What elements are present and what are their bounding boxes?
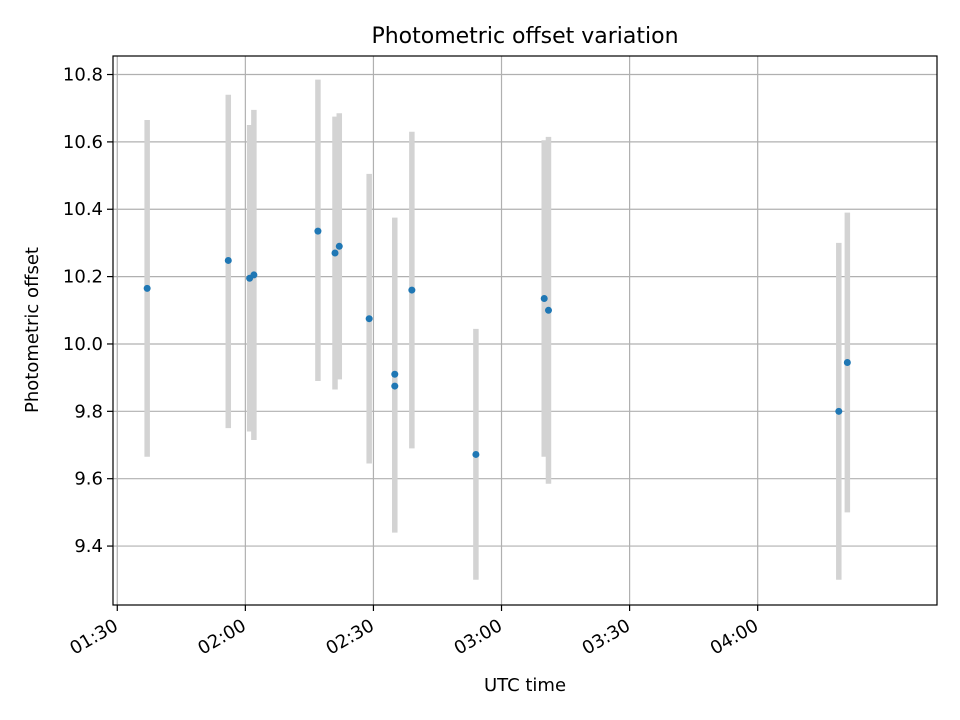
data-points [143,227,851,458]
y-axis: 9.4 9.6 9.8 10.0 10.2 10.4 10.6 10.8 [63,65,113,557]
x-axis-label: UTC time [484,675,566,696]
y-tick-label: 10.8 [63,65,103,86]
y-tick-label: 9.8 [74,401,103,422]
data-point [391,370,399,378]
data-point [314,227,322,235]
data-point [335,242,343,250]
data-point [408,286,416,294]
data-point [224,256,232,264]
y-tick-label: 10.2 [63,267,103,288]
plot-frame [112,55,938,606]
data-point [143,284,151,292]
y-tick-label: 10.4 [63,199,103,220]
data-point [391,382,399,390]
data-point [843,358,851,366]
data-point [540,295,548,303]
y-tick-label: 9.6 [74,469,103,490]
data-point [365,315,373,323]
data-point [331,249,339,257]
y-tick-label: 9.4 [74,536,103,557]
chart-title: Photometric offset variation [371,24,678,49]
data-point [472,450,480,458]
y-tick-label: 10.0 [63,334,103,355]
data-point [250,271,258,279]
y-tick-label: 10.6 [63,132,103,153]
data-point [544,306,552,314]
data-point [835,407,843,415]
y-axis-label: Photometric offset [22,247,43,413]
